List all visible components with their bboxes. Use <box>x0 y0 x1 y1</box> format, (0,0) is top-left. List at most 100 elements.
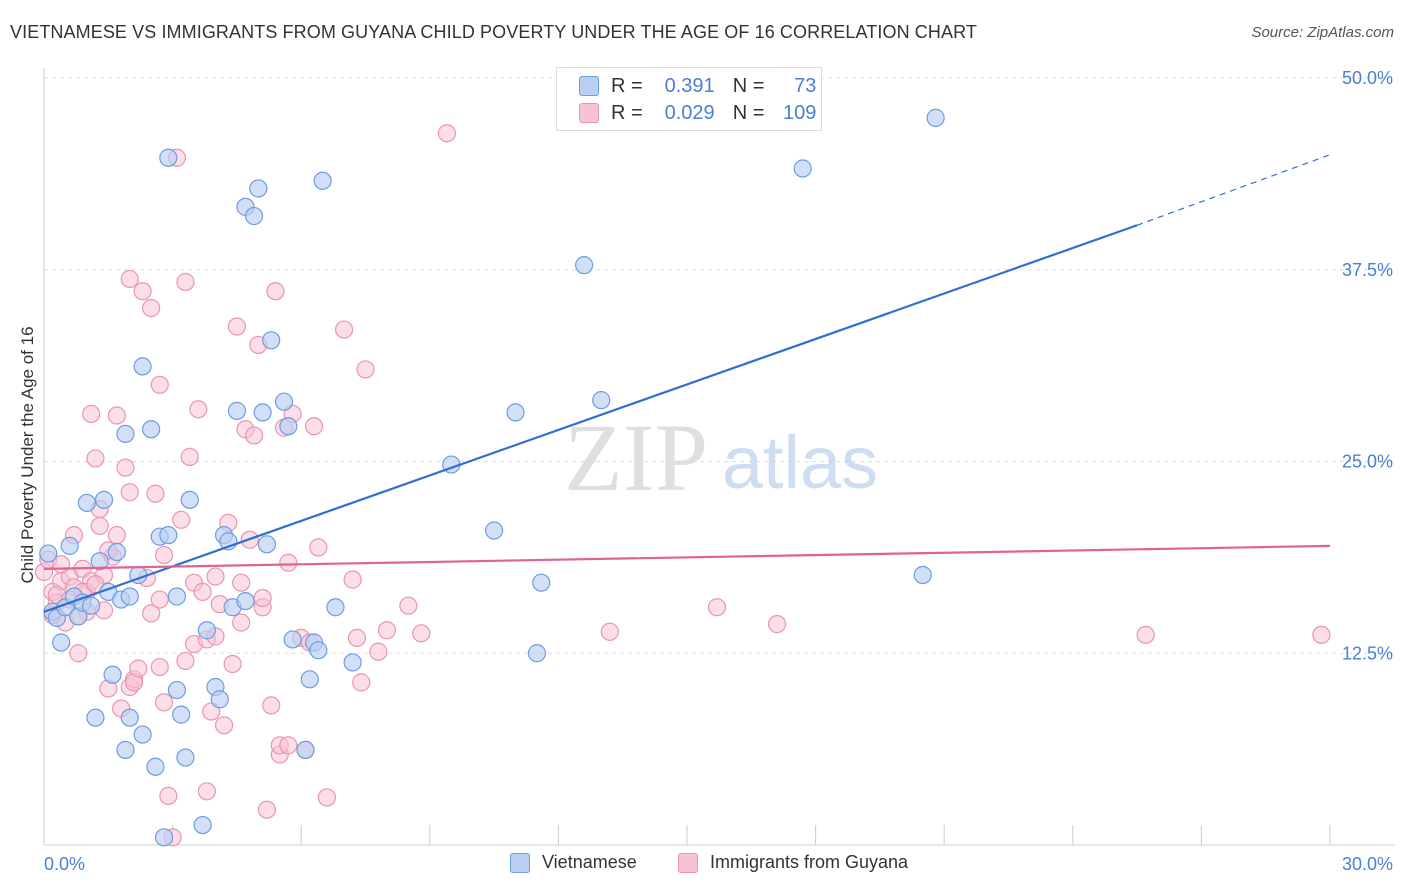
data-point-vietnamese <box>197 621 216 640</box>
data-point-vietnamese <box>592 391 611 410</box>
data-point-vietnamese <box>167 680 186 700</box>
legend-n-label: N = <box>732 101 765 124</box>
gridlines <box>44 77 1395 654</box>
data-point-guyana <box>202 702 221 721</box>
data-point-guyana <box>399 596 418 615</box>
trend-line-vietnamese-extension <box>1136 154 1331 226</box>
data-point-guyana <box>317 788 337 807</box>
data-point-vietnamese <box>107 542 126 562</box>
data-point-guyana <box>1312 625 1331 644</box>
x-tick-label: 0.0% <box>44 854 85 874</box>
y-tick-label: 12.5% <box>1342 643 1393 663</box>
data-point-vietnamese <box>326 598 345 617</box>
data-point-guyana <box>352 673 371 692</box>
legend-r-value: 0.029 <box>664 101 715 124</box>
data-point-vietnamese <box>176 748 195 767</box>
data-point-guyana <box>262 696 281 715</box>
data-point-guyana <box>189 400 208 419</box>
data-point-vietnamese <box>180 490 199 509</box>
data-point-vietnamese <box>90 552 109 571</box>
data-point-vietnamese <box>52 633 71 652</box>
data-point-vietnamese <box>116 740 135 759</box>
data-point-guyana <box>369 642 388 661</box>
data-point-vietnamese <box>236 591 255 611</box>
data-point-guyana <box>227 317 246 336</box>
legend-row-vietnamese: R = 0.391 N = 73 <box>579 74 816 98</box>
stats-legend: R = 0.391 N = 73 R = 0.029 N = 109 <box>556 67 822 131</box>
data-point-guyana <box>146 484 165 503</box>
legend-item-vietnamese: Vietnamese <box>510 852 637 873</box>
data-point-guyana <box>107 526 126 545</box>
legend-r-label: R = <box>611 101 643 124</box>
data-point-vietnamese <box>793 159 812 178</box>
data-point-vietnamese <box>120 587 139 606</box>
data-point-guyana <box>120 269 139 289</box>
data-point-vietnamese <box>172 705 191 724</box>
legend-n-value: 73 <box>794 74 817 97</box>
legend-r-value: 0.391 <box>664 74 715 97</box>
data-point-guyana <box>82 404 101 424</box>
data-point-vietnamese <box>116 424 135 443</box>
data-point-guyana <box>707 598 727 617</box>
data-point-vietnamese <box>133 725 152 744</box>
data-point-guyana <box>1136 625 1155 644</box>
trend-line-guyana <box>43 544 1331 570</box>
data-point-guyana <box>142 299 161 318</box>
data-point-vietnamese <box>506 403 525 422</box>
data-point-vietnamese <box>159 148 178 167</box>
data-point-guyana <box>232 613 251 632</box>
data-point-guyana <box>347 628 367 648</box>
data-point-vietnamese <box>103 665 122 684</box>
data-point-guyana <box>253 588 272 608</box>
data-point-vietnamese <box>210 690 229 709</box>
data-point-vietnamese <box>82 596 101 615</box>
data-point-vietnamese <box>296 740 315 759</box>
data-point-guyana <box>154 545 174 565</box>
legend-item-guyana: Immigrants from Guyana <box>678 852 908 873</box>
data-point-guyana <box>343 570 362 589</box>
legend-swatch-pink <box>579 103 599 123</box>
data-point-guyana <box>133 282 152 301</box>
data-point-vietnamese <box>86 708 105 727</box>
data-point-guyana <box>86 449 105 468</box>
data-point-guyana <box>279 736 298 755</box>
watermark-zip: ZIP <box>564 404 708 511</box>
data-point-guyana <box>107 406 126 425</box>
data-point-guyana <box>180 447 199 466</box>
data-point-vietnamese <box>527 644 547 663</box>
data-point-guyana <box>437 124 457 143</box>
y-tick-label: 37.5% <box>1342 260 1393 280</box>
legend-n-value: 109 <box>783 101 817 124</box>
data-point-guyana <box>193 582 212 601</box>
data-point-guyana <box>90 516 109 536</box>
data-point-guyana <box>150 657 169 677</box>
data-point-guyana <box>356 360 375 379</box>
chart-title: VIETNAMESE VS IMMIGRANTS FROM GUYANA CHI… <box>10 22 977 42</box>
data-point-vietnamese <box>575 256 594 275</box>
data-point-vietnamese <box>343 653 362 672</box>
data-point-vietnamese <box>309 641 328 660</box>
legend-r-label: R = <box>611 74 643 97</box>
data-point-guyana <box>150 375 169 394</box>
data-point-vietnamese <box>926 108 945 127</box>
data-point-guyana <box>150 590 169 609</box>
data-point-vietnamese <box>313 171 332 190</box>
trend-lines <box>43 154 1331 613</box>
y-tick-label: 50.0% <box>1342 68 1393 88</box>
data-point-vietnamese <box>77 493 96 513</box>
data-point-vietnamese <box>532 573 551 592</box>
data-point-guyana <box>197 782 216 801</box>
data-point-guyana <box>206 567 225 586</box>
data-point-guyana <box>214 716 234 735</box>
legend-n-label: N = <box>732 74 765 97</box>
data-point-guyana <box>176 272 195 292</box>
watermark: ZIP atlas <box>564 404 878 511</box>
data-point-guyana <box>244 426 264 445</box>
x-tick-label: 30.0% <box>1342 854 1393 874</box>
data-point-vietnamese <box>154 828 174 847</box>
data-point-vietnamese <box>167 587 186 606</box>
watermark-atlas: atlas <box>722 421 878 504</box>
legend-label-vietnamese: Vietnamese <box>542 852 637 872</box>
data-point-guyana <box>279 553 298 572</box>
